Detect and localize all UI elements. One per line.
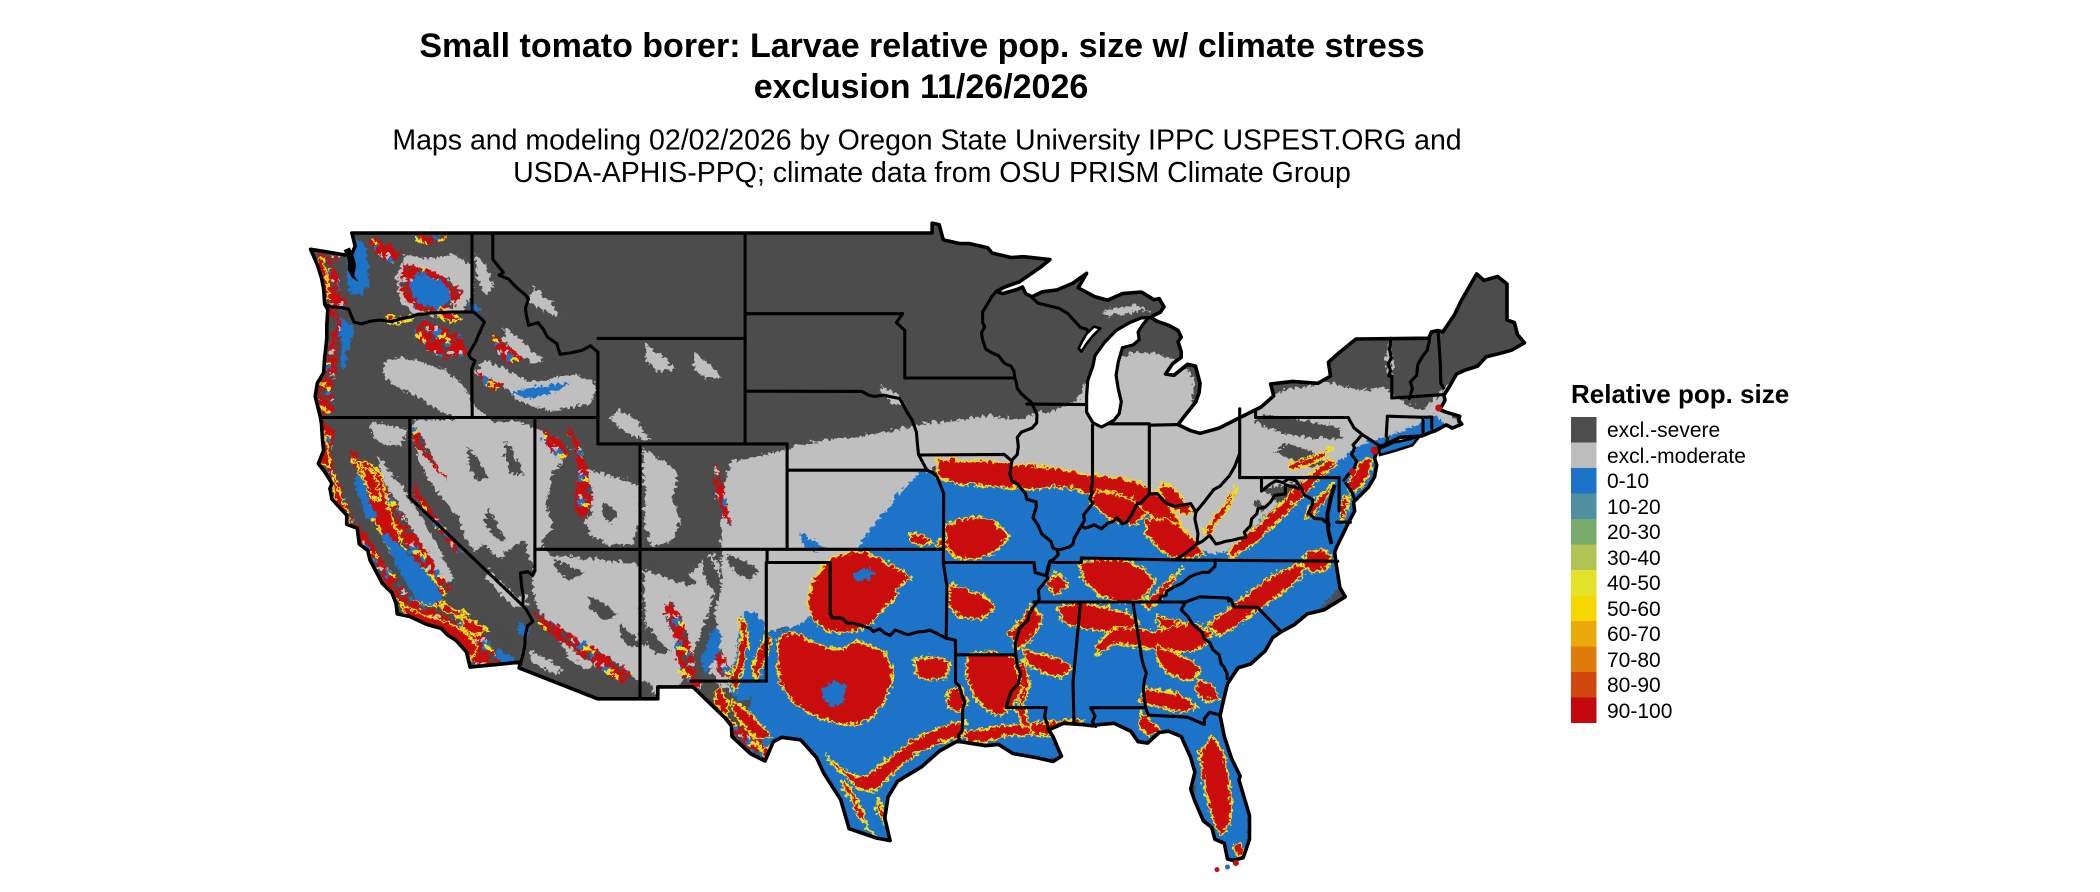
svg-text:exclusion 11/26/2026: exclusion 11/26/2026 [754, 68, 1089, 106]
svg-text:excl.-moderate: excl.-moderate [1607, 445, 1746, 468]
svg-text:Maps and modeling 02/02/2026 b: Maps and modeling 02/02/2026 by Oregon S… [392, 125, 1461, 157]
svg-text:USDA-APHIS-PPQ; climate data f: USDA-APHIS-PPQ; climate data from OSU PR… [513, 157, 1351, 189]
svg-text:30-40: 30-40 [1607, 547, 1661, 570]
svg-text:Small tomato borer: Larvae rel: Small tomato borer: Larvae relative pop.… [419, 27, 1424, 65]
svg-text:80-90: 80-90 [1607, 674, 1661, 697]
svg-text:10-20: 10-20 [1607, 496, 1661, 519]
svg-text:40-50: 40-50 [1607, 572, 1661, 595]
svg-text:90-100: 90-100 [1607, 700, 1672, 723]
svg-text:70-80: 70-80 [1607, 649, 1661, 672]
svg-text:excl.-severe: excl.-severe [1607, 419, 1720, 442]
svg-text:20-30: 20-30 [1607, 521, 1661, 544]
svg-text:60-70: 60-70 [1607, 623, 1661, 646]
svg-text:50-60: 50-60 [1607, 598, 1661, 621]
svg-text:0-10: 0-10 [1607, 470, 1649, 493]
svg-text:Relative pop. size: Relative pop. size [1571, 379, 1789, 409]
